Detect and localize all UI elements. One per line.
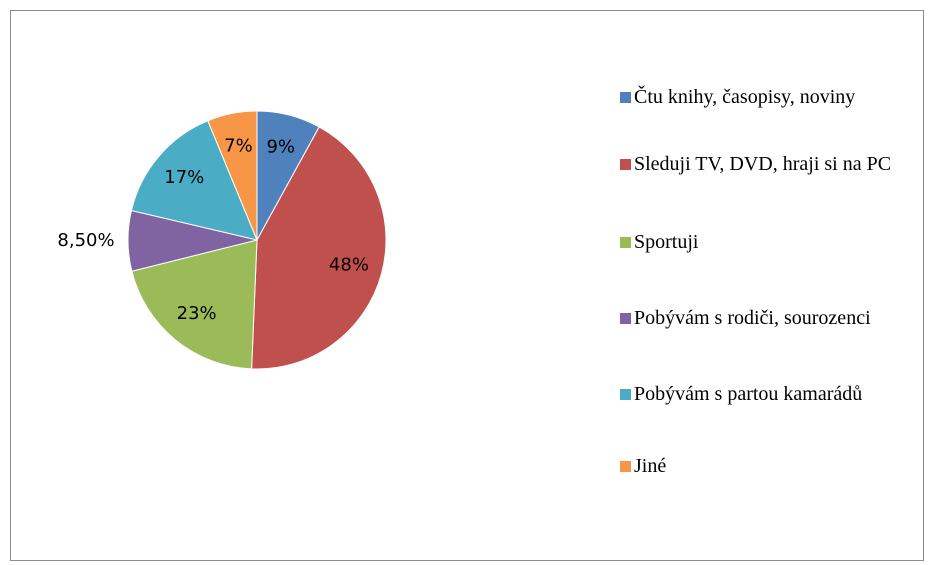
data-label: 9% xyxy=(266,137,295,158)
legend-item: Sleduji TV, DVD, hraji si na PC xyxy=(620,151,920,177)
legend-label: Čtu knihy, časopisy, noviny xyxy=(634,86,856,108)
pie-slice xyxy=(130,120,258,241)
pie-slice xyxy=(131,239,258,370)
legend-item: Pobývám s partou kamarádů xyxy=(620,381,920,407)
legend-item: Jiné xyxy=(620,453,920,479)
legend-swatch xyxy=(620,313,631,324)
legend-swatch xyxy=(620,389,631,400)
data-label: 48% xyxy=(329,255,369,276)
legend-swatch xyxy=(620,461,631,472)
legend-item: Pobývám s rodiči, sourozenci xyxy=(620,305,920,331)
legend-item: Sportuji xyxy=(620,229,920,255)
legend-label: Pobývám s rodiči, sourozenci xyxy=(634,307,871,329)
legend-label: Sleduji TV, DVD, hraji si na PC xyxy=(634,153,892,175)
legend-label: Pobývám s partou kamarádů xyxy=(634,383,863,405)
data-label: 23% xyxy=(177,303,217,324)
pie-slice xyxy=(251,126,387,370)
data-label: 17% xyxy=(164,167,204,188)
pie-slice xyxy=(207,110,258,241)
legend-swatch xyxy=(620,237,631,248)
data-label: 7% xyxy=(224,135,253,156)
legend-label: Sportuji xyxy=(634,231,699,253)
data-label: 8,50% xyxy=(57,230,114,251)
legend-item: Čtu knihy, časopisy, noviny xyxy=(620,84,920,110)
legend-label: Jiné xyxy=(634,455,667,477)
chart-frame xyxy=(10,10,924,561)
legend-swatch xyxy=(620,159,631,170)
legend-swatch xyxy=(620,92,631,103)
